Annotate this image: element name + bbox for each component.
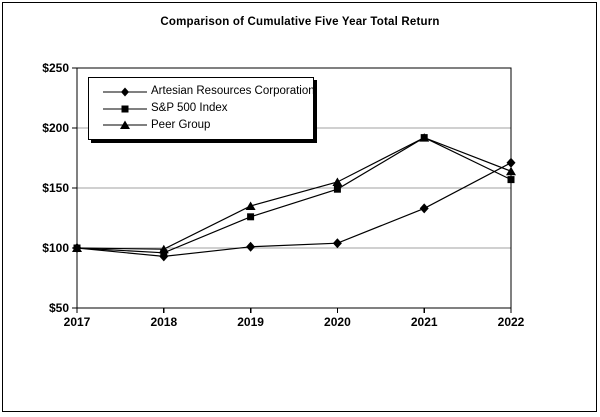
series-line-diamond — [76, 162, 512, 258]
y-tick-label: $150 — [42, 181, 69, 195]
legend-item-peer-group: Peer Group — [103, 119, 309, 131]
x-tick-label: 2021 — [411, 315, 438, 329]
y-tick-label: $100 — [42, 241, 69, 255]
y-tick-label: $250 — [42, 61, 69, 75]
y-tick-label: $50 — [49, 301, 69, 315]
diamond-data-point — [246, 241, 256, 252]
diamond-marker-icon — [103, 87, 147, 97]
triangle-data-point — [506, 166, 516, 176]
x-tick-label: 2020 — [324, 315, 351, 329]
x-tick-label: 2022 — [498, 315, 525, 329]
triangle-data-point — [158, 244, 169, 254]
legend-item-sp500: S&P 500 Index — [103, 101, 309, 115]
chart-outer-border — [2, 2, 597, 412]
legend-label: S&P 500 Index — [151, 101, 228, 114]
series-line-square — [76, 136, 512, 254]
square-data-point — [333, 185, 341, 193]
triangle-data-point — [332, 177, 343, 186]
legend-label: Peer Group — [151, 118, 211, 131]
series-line-triangle — [76, 136, 512, 250]
diamond-data-point — [506, 157, 516, 168]
legend-label: Artesian Resources Corporation — [151, 85, 315, 97]
x-tick-label: 2017 — [64, 315, 91, 329]
x-tick-label: 2019 — [237, 315, 264, 329]
diamond-data-point — [419, 203, 429, 214]
y-tick-label: $200 — [42, 121, 69, 135]
triangle-data-point — [72, 243, 82, 252]
x-tick-label: 2018 — [150, 315, 177, 329]
triangle-data-point — [245, 201, 256, 210]
legend: Artesian Resources Corporation S&P 500 I… — [88, 77, 315, 140]
square-data-point — [507, 176, 515, 184]
triangle-marker-icon — [103, 120, 147, 130]
square-marker-icon — [103, 105, 147, 112]
legend-item-artesian: Artesian Resources Corporation — [103, 85, 315, 98]
diamond-data-point — [332, 238, 342, 249]
chart-title: Comparison of Cumulative Five Year Total… — [160, 16, 440, 28]
triangle-data-point — [419, 133, 430, 142]
square-data-point — [247, 213, 255, 221]
